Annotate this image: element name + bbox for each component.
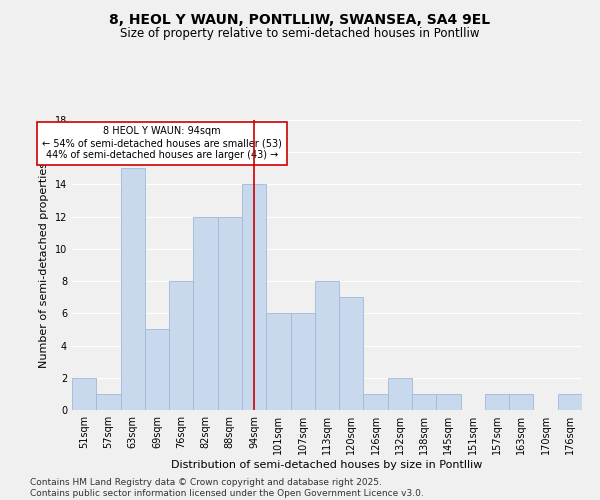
Bar bbox=[364, 394, 388, 410]
Bar bbox=[96, 394, 121, 410]
Bar bbox=[169, 281, 193, 410]
X-axis label: Distribution of semi-detached houses by size in Pontlliw: Distribution of semi-detached houses by … bbox=[172, 460, 482, 470]
Text: 8, HEOL Y WAUN, PONTLLIW, SWANSEA, SA4 9EL: 8, HEOL Y WAUN, PONTLLIW, SWANSEA, SA4 9… bbox=[109, 12, 491, 26]
Bar bbox=[509, 394, 533, 410]
Bar bbox=[266, 314, 290, 410]
Bar bbox=[388, 378, 412, 410]
Bar bbox=[315, 281, 339, 410]
Text: Size of property relative to semi-detached houses in Pontlliw: Size of property relative to semi-detach… bbox=[120, 28, 480, 40]
Bar bbox=[193, 216, 218, 410]
Bar bbox=[558, 394, 582, 410]
Bar bbox=[412, 394, 436, 410]
Bar bbox=[218, 216, 242, 410]
Text: Contains HM Land Registry data © Crown copyright and database right 2025.
Contai: Contains HM Land Registry data © Crown c… bbox=[30, 478, 424, 498]
Bar bbox=[436, 394, 461, 410]
Bar bbox=[290, 314, 315, 410]
Bar bbox=[121, 168, 145, 410]
Bar bbox=[339, 297, 364, 410]
Y-axis label: Number of semi-detached properties: Number of semi-detached properties bbox=[39, 162, 49, 368]
Bar bbox=[145, 330, 169, 410]
Bar bbox=[242, 184, 266, 410]
Text: 8 HEOL Y WAUN: 94sqm
← 54% of semi-detached houses are smaller (53)
44% of semi-: 8 HEOL Y WAUN: 94sqm ← 54% of semi-detac… bbox=[42, 126, 282, 160]
Bar bbox=[72, 378, 96, 410]
Bar bbox=[485, 394, 509, 410]
